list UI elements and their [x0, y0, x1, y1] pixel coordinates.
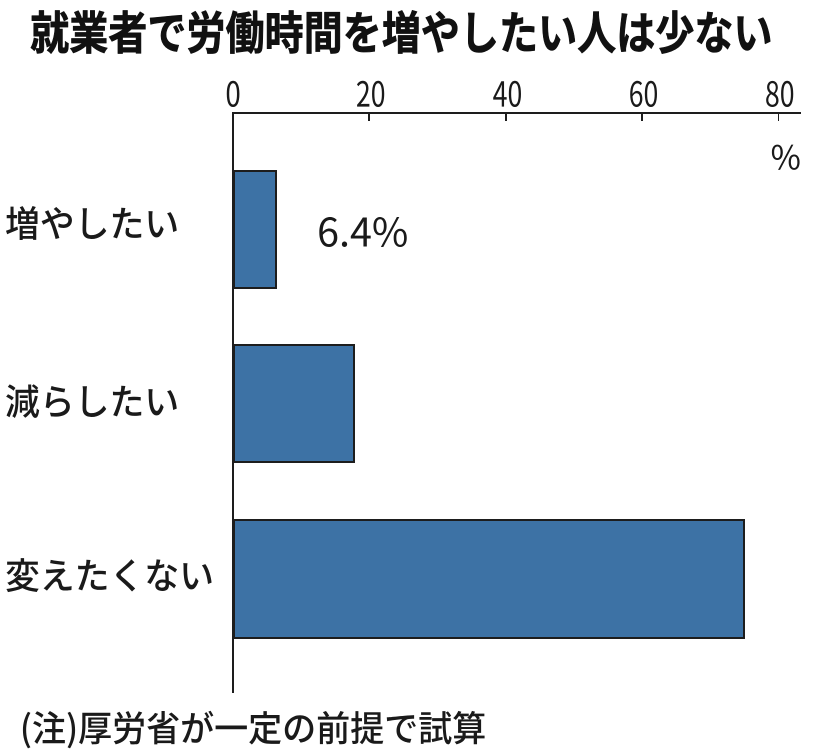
bar-2 — [233, 519, 746, 639]
bar-1 — [233, 343, 356, 463]
x-tick-label-20 — [356, 80, 385, 108]
x-axis-line — [232, 112, 802, 115]
y-axis-line — [232, 112, 234, 693]
category-label-1 — [6, 384, 177, 418]
x-tick-label-40 — [493, 80, 521, 108]
x-axis-tick-40 — [504, 114, 507, 121]
x-axis-unit-label — [771, 144, 800, 170]
bar-0 — [233, 170, 277, 289]
category-label-0 — [6, 206, 177, 240]
x-axis-tick-80 — [777, 114, 780, 121]
category-label-2 — [6, 558, 212, 593]
x-tick-label-0 — [226, 80, 240, 108]
x-tick-label-60 — [630, 80, 658, 108]
source-note — [22, 710, 485, 749]
value-label-0 — [319, 217, 407, 248]
x-axis-tick-20 — [368, 114, 371, 121]
x-tick-label-80 — [766, 80, 794, 108]
x-axis-tick-60 — [641, 114, 643, 121]
chart-title — [30, 9, 771, 55]
